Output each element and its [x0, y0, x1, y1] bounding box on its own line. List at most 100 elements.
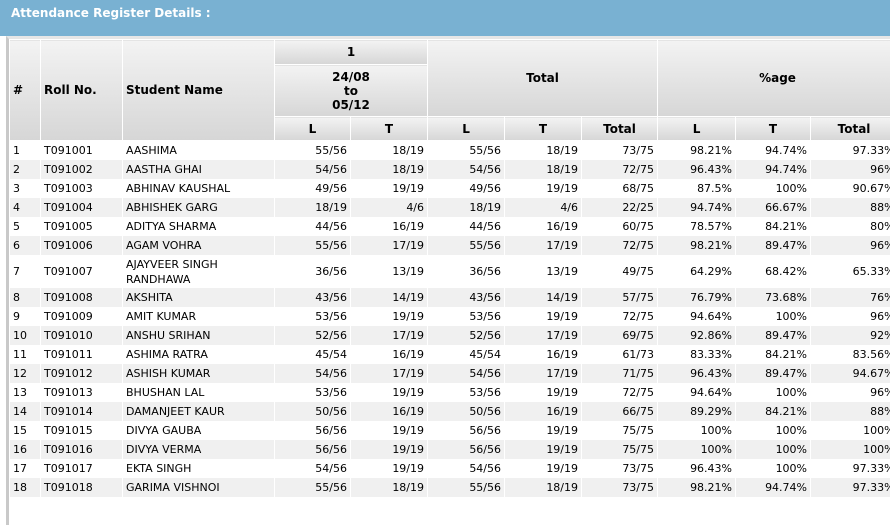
total-t-cell: 19/19	[504, 459, 582, 478]
total-l-cell: 53/56	[427, 383, 505, 402]
row-index-cell: 14	[9, 402, 41, 421]
row-index-cell: 8	[9, 288, 41, 307]
student-name-cell: AGAM VOHRA	[122, 236, 275, 255]
pct-t-cell: 100%	[735, 421, 811, 440]
roll-no-cell: T091006	[40, 236, 123, 255]
total-total-cell: 22/25	[581, 198, 658, 217]
period-t-cell: 16/19	[349, 402, 428, 421]
pct-l-cell: 96.43%	[657, 364, 736, 383]
pct-total-cell: 94.67%	[810, 364, 890, 383]
total-l-cell: 44/56	[427, 217, 505, 236]
pct-t-cell: 66.67%	[735, 198, 811, 217]
total-total-cell: 72/75	[581, 307, 658, 326]
roll-no-cell: T091014	[40, 402, 123, 421]
period-t-cell: 14/19	[349, 288, 428, 307]
roll-no-cell: T091004	[40, 198, 123, 217]
total-t-cell: 19/19	[504, 440, 582, 459]
period-l-cell: 55/56	[274, 236, 351, 255]
period-l-cell: 50/56	[274, 402, 351, 421]
roll-no-cell: T091007	[40, 255, 123, 288]
student-name-cell: DIVYA VERMA	[122, 440, 275, 459]
total-l-cell: 36/56	[427, 255, 505, 288]
table-row: 9 T091009 AMIT KUMAR 53/56 19/19 53/56 19/19 72…	[9, 307, 890, 326]
total-l-cell: 54/56	[427, 364, 505, 383]
student-name-cell: ASHISH KUMAR	[122, 364, 275, 383]
pct-l-cell: 98.21%	[657, 236, 736, 255]
period-t-cell: 18/19	[349, 140, 428, 160]
period-t-cell: 18/19	[349, 478, 428, 497]
pct-total-cell: 90.67%	[810, 179, 890, 198]
total-t-cell: 13/19	[504, 255, 582, 288]
pct-t-cell: 94.74%	[735, 160, 811, 179]
period-t-cell: 19/19	[349, 459, 428, 478]
total-l-cell: 56/56	[427, 421, 505, 440]
header-pct-l: L	[657, 116, 737, 141]
row-index-cell: 1	[9, 140, 41, 160]
pct-l-cell: 83.33%	[657, 345, 736, 364]
row-index-cell: 15	[9, 421, 41, 440]
roll-no-cell: T091001	[40, 140, 123, 160]
table-row: 15 T091015 DIVYA GAUBA 56/56 19/19 56/56 19/19…	[9, 421, 890, 440]
student-name-cell: DAMANJEET KAUR	[122, 402, 275, 421]
period-start: 24/08	[332, 69, 370, 84]
total-total-cell: 71/75	[581, 364, 658, 383]
pct-l-cell: 94.64%	[657, 383, 736, 402]
table-row: 2 T091002 AASTHA GHAI 54/56 18/19 54/56 18/19 7…	[9, 160, 890, 179]
header-period-l: L	[274, 116, 351, 141]
pct-l-cell: 87.5%	[657, 179, 736, 198]
pct-t-cell: 94.74%	[735, 140, 811, 160]
total-t-cell: 18/19	[504, 140, 582, 160]
row-index-cell: 10	[9, 326, 41, 345]
student-name-cell: AJAYVEER SINGH RANDHAWA	[122, 255, 275, 288]
header-total-total: Total	[581, 116, 659, 141]
total-t-cell: 19/19	[504, 307, 582, 326]
pct-t-cell: 89.47%	[735, 236, 811, 255]
pct-t-cell: 84.21%	[735, 217, 811, 236]
pct-total-cell: 80%	[810, 217, 890, 236]
pct-total-cell: 76%	[810, 288, 890, 307]
header-total-t: T	[504, 116, 583, 141]
total-total-cell: 72/75	[581, 236, 658, 255]
period-t-cell: 17/19	[349, 364, 428, 383]
row-index-cell: 17	[9, 459, 41, 478]
total-total-cell: 68/75	[581, 179, 658, 198]
pct-t-cell: 100%	[735, 440, 811, 459]
header-pct-total: Total	[810, 116, 890, 141]
period-t-cell: 19/19	[349, 383, 428, 402]
pct-t-cell: 89.47%	[735, 364, 811, 383]
table-row: 11 T091011 ASHIMA RATRA 45/54 16/19 45/54 16/1…	[9, 345, 890, 364]
header-pct-t: T	[735, 116, 812, 141]
student-name-cell: AMIT KUMAR	[122, 307, 275, 326]
total-total-cell: 75/75	[581, 440, 658, 459]
total-total-cell: 72/75	[581, 160, 658, 179]
period-l-cell: 55/56	[274, 478, 351, 497]
table-row: 14 T091014 DAMANJEET KAUR 50/56 16/19 50/56 16…	[9, 402, 890, 421]
roll-no-cell: T091015	[40, 421, 123, 440]
table-row: 5 T091005 ADITYA SHARMA 44/56 16/19 44/56 16/1…	[9, 217, 890, 236]
row-index-cell: 6	[9, 236, 41, 255]
total-t-cell: 19/19	[504, 179, 582, 198]
period-t-cell: 17/19	[349, 236, 428, 255]
roll-no-cell: T091016	[40, 440, 123, 459]
row-index-cell: 16	[9, 440, 41, 459]
pct-l-cell: 100%	[657, 421, 736, 440]
period-l-cell: 53/56	[274, 307, 351, 326]
pct-total-cell: 88%	[810, 198, 890, 217]
row-index-cell: 11	[9, 345, 41, 364]
period-l-cell: 45/54	[274, 345, 351, 364]
total-total-cell: 73/75	[581, 140, 658, 160]
roll-no-cell: T091017	[40, 459, 123, 478]
row-index-cell: 18	[9, 478, 41, 497]
total-total-cell: 61/73	[581, 345, 658, 364]
pct-t-cell: 100%	[735, 307, 811, 326]
roll-no-cell: T091008	[40, 288, 123, 307]
total-l-cell: 54/56	[427, 459, 505, 478]
table-row: 6 T091006 AGAM VOHRA 55/56 17/19 55/56 17/19 72…	[9, 236, 890, 255]
pct-t-cell: 84.21%	[735, 345, 811, 364]
pct-l-cell: 89.29%	[657, 402, 736, 421]
period-l-cell: 56/56	[274, 421, 351, 440]
period-end: 05/12	[332, 97, 370, 112]
row-index-cell: 12	[9, 364, 41, 383]
pct-t-cell: 100%	[735, 383, 811, 402]
panel-header: Attendance Register Details :	[0, 0, 890, 36]
